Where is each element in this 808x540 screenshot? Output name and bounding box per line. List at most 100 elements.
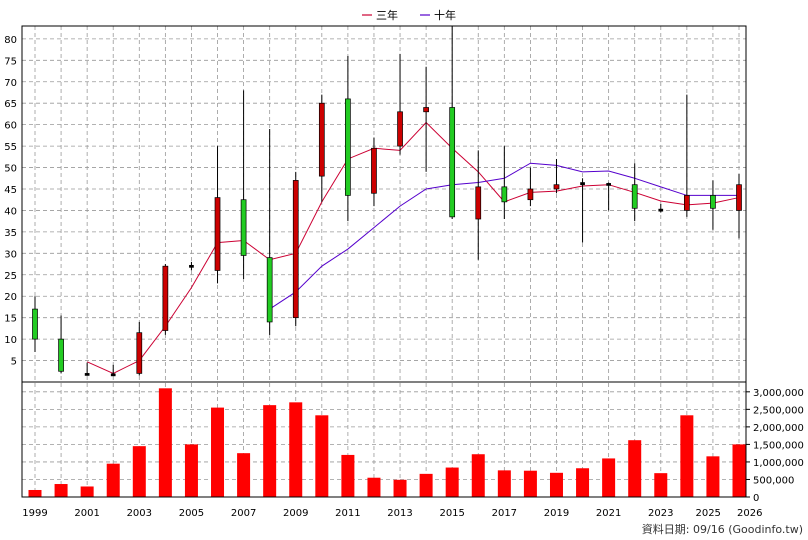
volume-tick-2: 1,000,000 <box>753 458 804 469</box>
volume-bar-2008 <box>263 405 277 497</box>
candle-2010 <box>318 94 325 202</box>
x-tick-2003: 2003 <box>127 508 152 519</box>
price-tick-8: 45 <box>4 185 17 196</box>
candle-2013 <box>397 53 403 155</box>
candle-body-2019 <box>553 184 560 190</box>
candle-body-2013 <box>397 111 403 147</box>
x-tick-2017: 2017 <box>492 508 517 519</box>
candle-2024 <box>684 94 690 217</box>
volume-tick-5: 2,500,000 <box>753 405 804 416</box>
price-tick-6: 35 <box>4 228 17 239</box>
legend-label-0: 三年 <box>376 8 398 22</box>
candle-2002 <box>110 364 116 377</box>
candle-body-2025 <box>710 195 716 209</box>
candle-2021 <box>606 182 611 211</box>
volume-bar-2013 <box>393 479 407 497</box>
candle-2014 <box>423 66 429 172</box>
candle-2025 <box>710 180 716 230</box>
volume-bar-2017 <box>497 470 511 497</box>
candle-body-2001 <box>84 373 90 376</box>
candle-2020 <box>580 178 585 243</box>
candle-body-2017 <box>501 186 508 203</box>
candle-2000 <box>58 315 64 374</box>
candle-2018 <box>527 167 534 207</box>
candle-body-2024 <box>684 195 690 211</box>
price-tick-3: 20 <box>4 292 17 303</box>
candle-2016 <box>475 150 482 260</box>
candle-body-2008 <box>266 257 273 323</box>
candle-2003 <box>136 321 143 376</box>
volume-bar-1999 <box>28 489 42 497</box>
x-axis: 1999 2001 2003 2005 2007 2009 2011 2013 2015 2017… <box>22 508 762 519</box>
candle-body-2015 <box>449 107 456 218</box>
candle-2008 <box>266 128 273 335</box>
volume-bar-2009 <box>289 402 303 497</box>
volume-bar-2019 <box>549 472 563 497</box>
moving-average-lines <box>86 121 740 374</box>
candle-body-2016 <box>475 186 482 220</box>
candle-body-2003 <box>136 332 143 374</box>
candle-1999 <box>32 296 38 352</box>
x-tick-2026: 2026 <box>737 508 762 519</box>
volume-tick-6: 3,000,000 <box>753 388 804 399</box>
candle-body-2000 <box>58 338 64 372</box>
x-tick-2001: 2001 <box>74 508 99 519</box>
x-tick-2019: 2019 <box>544 508 569 519</box>
volume-bar-2026 <box>732 444 746 497</box>
price-tick-7: 40 <box>4 206 17 217</box>
candle-body-2012 <box>371 147 377 194</box>
volume-bar-2016 <box>471 454 485 497</box>
legend: 三年 十年 <box>362 8 456 22</box>
volume-tick-4: 2,000,000 <box>753 423 804 434</box>
plot-frames <box>21 25 747 498</box>
price-tick-2: 15 <box>4 314 17 325</box>
price-tick-4: 25 <box>4 271 17 282</box>
volume-bar-2024 <box>680 415 694 497</box>
price-grid <box>22 26 746 497</box>
price-tick-11: 60 <box>4 121 17 132</box>
volume-bar-2025 <box>706 456 720 497</box>
volume-frame <box>21 381 747 498</box>
candle-2015 <box>449 26 456 220</box>
volume-bar-2002 <box>106 463 120 497</box>
volume-bar-2015 <box>445 467 459 497</box>
candle-2026 <box>736 173 742 239</box>
x-tick-2011: 2011 <box>335 508 360 519</box>
candle-body-2018 <box>527 188 534 201</box>
price-tick-15: 80 <box>4 35 17 46</box>
volume-bar-2011 <box>341 454 355 497</box>
volume-bar-2021 <box>602 458 616 497</box>
volume-bar-2010 <box>315 415 329 497</box>
candle-body-2006 <box>214 197 221 271</box>
candle-2011 <box>345 56 351 222</box>
volume-bars <box>28 388 746 497</box>
price-tick-13: 70 <box>4 78 17 89</box>
price-tick-1: 10 <box>4 335 17 346</box>
x-tick-2013: 2013 <box>387 508 412 519</box>
x-tick-2015: 2015 <box>439 508 464 519</box>
volume-bar-2023 <box>654 473 668 497</box>
candle-body-2007 <box>240 199 247 256</box>
candle-body-2014 <box>423 107 429 113</box>
volume-tick-3: 1,500,000 <box>753 440 804 451</box>
volume-axis: 0 500,000 1,000,000 1,500,000 2,000,000 2,500… <box>746 388 804 504</box>
x-tick-2005: 2005 <box>179 508 204 519</box>
candle-2012 <box>371 137 377 207</box>
candle-2022 <box>631 163 638 222</box>
volume-bar-2000 <box>54 484 68 497</box>
x-tick-1999: 1999 <box>22 508 47 519</box>
x-tick-2007: 2007 <box>231 508 256 519</box>
volume-bar-2020 <box>576 468 590 497</box>
candle-body-2020 <box>580 182 585 186</box>
volume-bar-2005 <box>184 444 198 497</box>
candle-2006 <box>214 146 221 284</box>
candle-2001 <box>84 362 90 376</box>
x-tick-2009: 2009 <box>283 508 308 519</box>
candle-2017 <box>501 146 508 220</box>
volume-bar-2006 <box>211 407 225 497</box>
candle-2019 <box>553 158 560 194</box>
candlesticks <box>32 26 742 377</box>
volume-tick-1: 500,000 <box>753 475 794 486</box>
candle-body-2009 <box>292 180 299 319</box>
